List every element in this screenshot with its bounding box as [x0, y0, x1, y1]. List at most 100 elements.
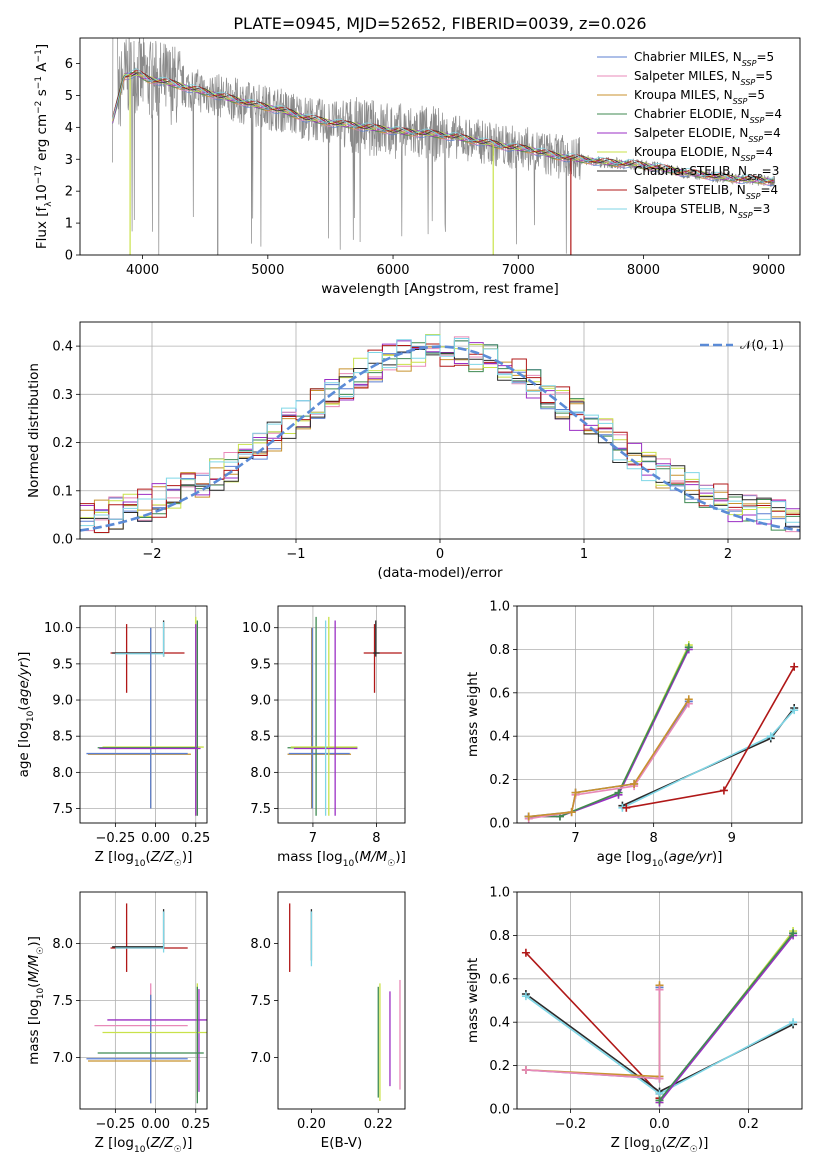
label-part: erg cm	[34, 114, 50, 165]
legend-entry: Salpeter MILES, NSSP=5	[634, 69, 773, 87]
label-part: −2	[34, 101, 44, 114]
label-part: −1	[34, 76, 44, 89]
legend-tail: =5	[756, 50, 774, 64]
label-part: (	[145, 1135, 150, 1151]
mass-vs-EBV-panel: 0.20 0.22 7.0 7.5 8.0 E(B-V)	[250, 891, 406, 1151]
y-axis-label: age [log10(age/yr)]	[16, 652, 36, 778]
x-tick-label: −1	[286, 547, 305, 562]
label-part: mass weight	[465, 958, 481, 1043]
age-vs-Z-panel: −0.25 0.00 0.257.58.08.59.09.510.0Z [log10…	[16, 605, 210, 869]
label-part: )]	[182, 1135, 193, 1151]
label-part: ☉	[174, 1145, 182, 1155]
y-tick-label: 10.0	[242, 621, 271, 636]
label-part: Z/Z	[150, 849, 175, 865]
gaussian-curve	[80, 345, 800, 532]
series-marker	[766, 732, 775, 741]
legend-entry: Kroupa MILES, NSSP=5	[634, 88, 765, 106]
y-tick-label: 6	[65, 57, 73, 72]
label-part: 10	[36, 988, 46, 1000]
y-tick-label: 7.5	[52, 802, 73, 817]
x-tick-label: −0.25	[95, 1117, 135, 1132]
label-part: (	[26, 983, 42, 988]
x-tick-label: 8	[650, 831, 658, 846]
x-tick-label: 5000	[251, 263, 284, 278]
label-part: mass [log	[26, 999, 42, 1065]
x-tick-label: 0.25	[181, 1117, 210, 1132]
y-tick-label: 0.8	[489, 643, 510, 658]
label-part: 10	[650, 1145, 662, 1155]
y-tick-label: 0.0	[52, 533, 73, 548]
series-marker	[790, 706, 799, 715]
y-tick-label: 0.2	[489, 773, 510, 788]
y-tick-label: 7.5	[250, 802, 271, 817]
label-part: M/M	[26, 954, 42, 982]
legend-text: Salpeter STELIB, N	[634, 183, 746, 197]
y-tick-label: 1	[65, 217, 73, 232]
series-marker	[630, 779, 639, 788]
series-line	[528, 646, 690, 818]
x-axis-label: Z [log10(Z/Z☉)]	[95, 1135, 193, 1155]
y-tick-label: 0.0	[489, 817, 510, 832]
y-tick-label: 7.5	[250, 994, 271, 1009]
label-part: ☉	[174, 859, 182, 869]
legend-text: Kroupa MILES, N	[634, 88, 733, 102]
legend-sub: SSP	[748, 135, 763, 144]
plot-area	[86, 616, 204, 816]
label-part: Z/Z	[150, 1135, 175, 1151]
plot-area	[80, 334, 800, 539]
y-tick-label: 10.0	[44, 621, 73, 636]
y-tick-label: 0.1	[52, 484, 73, 499]
y-tick-label: 8.5	[250, 730, 271, 745]
label-part: 10	[343, 859, 355, 869]
legend-entry: Salpeter ELODIE, NSSP=4	[634, 126, 781, 144]
y-axis-label: mass weight	[465, 672, 481, 757]
x-axis-label: wavelength [Angstrom, rest frame]	[321, 281, 559, 297]
legend-sub: SSP	[738, 211, 753, 220]
x-tick-label: 0.00	[141, 831, 170, 846]
label-part: age [log	[16, 722, 32, 777]
x-axis-label: Z [log10(Z/Z☉)]	[611, 1135, 709, 1155]
label-part: 10	[652, 859, 664, 869]
massweight-vs-Z-panel: −0.2 0.0 0.2 0.0 0.2 0.4 0.6 0.8 1.0 Z [log10(Z/Z…	[465, 886, 803, 1155]
model-spectrum	[112, 74, 774, 187]
model-spectrum	[112, 68, 774, 182]
series-marker	[655, 1096, 664, 1105]
x-tick-label: 1	[580, 547, 588, 562]
y-tick-label: 7.5	[52, 994, 73, 1009]
label-part: (	[145, 849, 150, 865]
series-marker	[567, 808, 576, 817]
legend-text: Chabrier MILES, N	[634, 50, 742, 64]
series-marker	[684, 695, 693, 704]
x-tick-label: 8	[372, 831, 380, 846]
series-line	[528, 644, 690, 818]
label-part: 10	[26, 710, 36, 722]
legend-sub: SSP	[742, 59, 757, 68]
y-tick-label: 3	[65, 153, 73, 168]
label-part: Normed distribution	[26, 363, 42, 498]
age-vs-mass-panel: 7 8 7.5 8.0 8.5 9.0 9.5 10.0 mass [log10(M/M☉)]	[242, 605, 406, 869]
series-marker	[622, 803, 631, 812]
label-part: λ	[44, 201, 54, 207]
y-tick-label: 0.4	[489, 730, 510, 745]
y-tick-label: 0.4	[489, 1016, 510, 1031]
y-tick-label: 1.0	[489, 886, 510, 901]
y-tick-label: 0.2	[52, 436, 73, 451]
x-tick-label: 7000	[502, 263, 535, 278]
series-marker	[571, 788, 580, 797]
observed-spectrum	[112, 38, 776, 255]
y-tick-label: 0	[65, 249, 73, 264]
plot-area	[86, 903, 207, 1104]
label-part: mass weight	[465, 672, 481, 757]
label-part: (	[16, 705, 32, 710]
series-line	[525, 985, 661, 1078]
y-tick-label: 0.0	[489, 1103, 510, 1118]
label-part: Flux [f	[34, 205, 50, 249]
legend-tail: =3	[753, 202, 771, 216]
label-part: ]	[34, 44, 50, 49]
legend-tail: =5	[747, 88, 765, 102]
legend-text: Chabrier STELIB, N	[634, 164, 747, 178]
series-line	[658, 932, 794, 1101]
x-tick-label: −0.25	[95, 831, 135, 846]
legend-sub: SSP	[741, 78, 756, 87]
